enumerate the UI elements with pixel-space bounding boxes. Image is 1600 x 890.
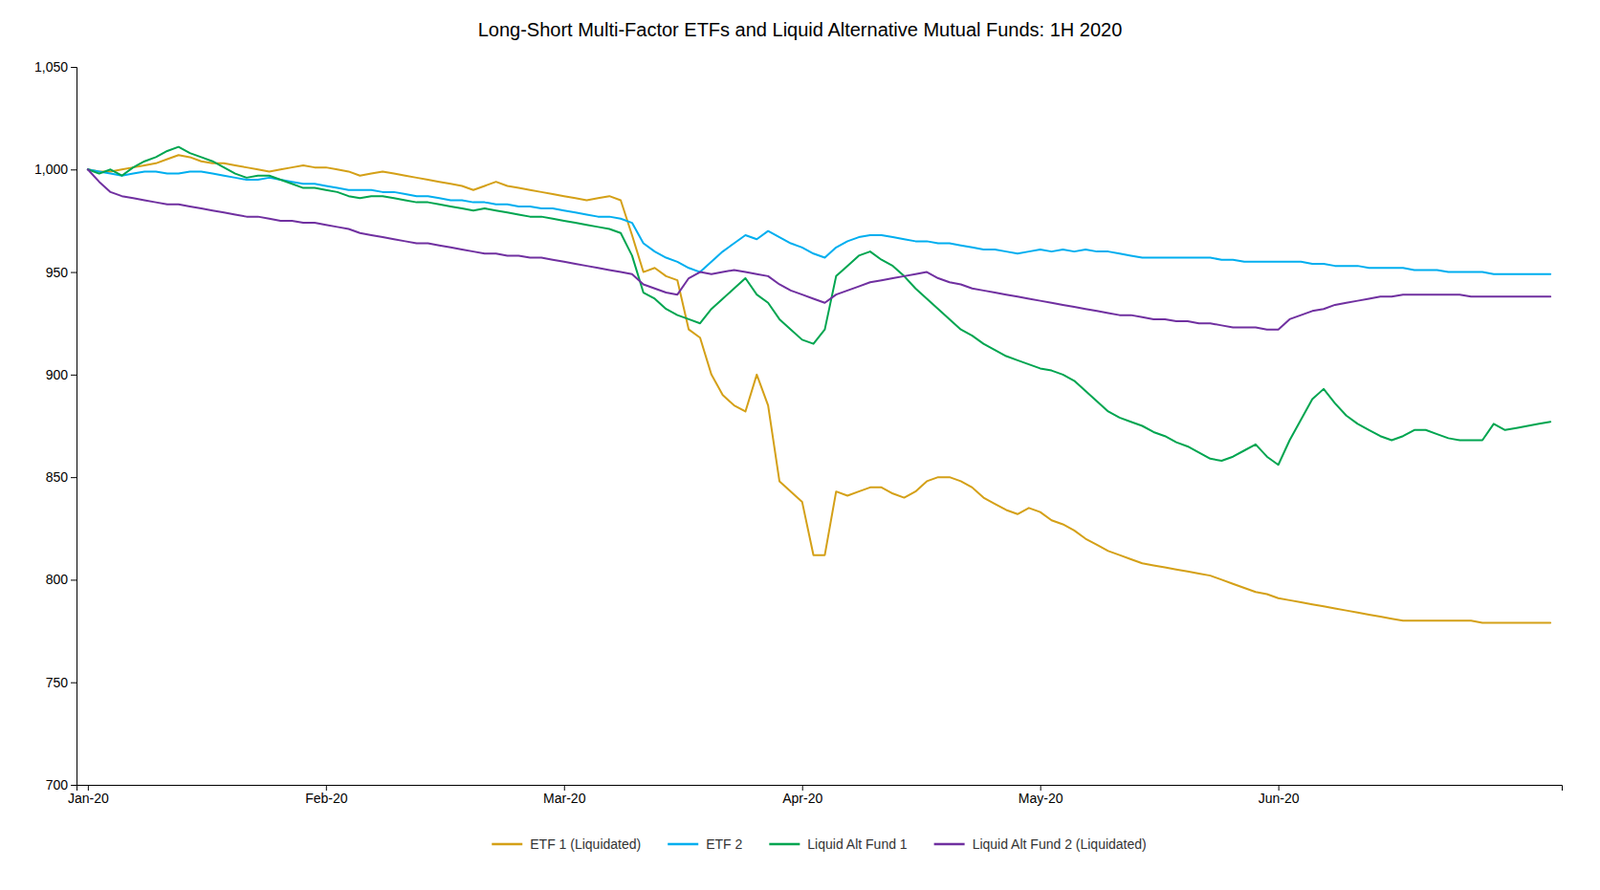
legend-swatch xyxy=(491,843,523,847)
legend-item: ETF 1 (Liquidated) xyxy=(491,836,641,853)
lines xyxy=(87,147,1551,624)
y-tick-mark xyxy=(70,66,77,68)
x-tick: Apr-20 xyxy=(782,785,823,807)
legend: ETF 1 (Liquidated) ETF 2 Liquid Alt Fund 1… xyxy=(491,836,1147,853)
y-tick-mark xyxy=(70,682,77,684)
x-tick-label: Mar-20 xyxy=(543,790,587,807)
y-tick-label: 700 xyxy=(45,777,69,793)
legend-swatch xyxy=(768,843,800,847)
y-tick-label: 850 xyxy=(45,469,69,485)
x-tick-label: May-20 xyxy=(1018,790,1064,807)
x-tick-label: Jun-20 xyxy=(1258,790,1300,807)
y-tick-mark xyxy=(70,579,77,581)
legend-label: Liquid Alt Fund 1 xyxy=(807,836,908,853)
y-tick-mark xyxy=(70,374,77,376)
title: Long-Short Multi-Factor ETFs and Liquid … xyxy=(478,19,1123,41)
y-tick-label: 1,000 xyxy=(34,161,68,177)
y-tick: 700 xyxy=(45,777,77,793)
y-tick: 1,050 xyxy=(34,59,77,75)
x-tick: Jun-20 xyxy=(1258,785,1300,807)
y-tick-label: 1,050 xyxy=(34,59,68,75)
x-tick-label: Apr-20 xyxy=(782,790,823,807)
x-tick: May-20 xyxy=(1018,785,1064,807)
y-tick: 850 xyxy=(45,469,77,485)
x-tick: Feb-20 xyxy=(305,785,349,807)
y-tick-mark xyxy=(70,477,77,479)
series-line xyxy=(87,169,1551,274)
legend-label: ETF 2 xyxy=(705,836,743,853)
series-line xyxy=(87,169,1551,329)
legend-swatch xyxy=(934,843,965,847)
y-axis-line xyxy=(70,67,78,787)
y-tick-label: 750 xyxy=(45,675,69,691)
y-tick-mark xyxy=(70,169,77,171)
y-tick: 800 xyxy=(45,571,77,588)
x-axis: Jan-20 Feb-20 Mar-20 Apr-20 May-20 Jun-20 xyxy=(67,785,1563,807)
y-tick-label: 950 xyxy=(45,264,69,281)
legend-item: ETF 2 xyxy=(667,836,743,853)
plot: Jan-20Feb-20Mar-20Apr-20May-20Jun-207007… xyxy=(34,59,1563,807)
y-tick: 900 xyxy=(45,367,77,383)
legend-item: Liquid Alt Fund 1 xyxy=(768,836,908,853)
x-tick: Mar-20 xyxy=(543,785,587,807)
y-tick: 950 xyxy=(45,264,77,281)
legend-item: Liquid Alt Fund 2 (Liquidated) xyxy=(934,836,1147,853)
y-tick: 1,000 xyxy=(34,161,77,177)
x-tick: Jan-20 xyxy=(67,785,110,807)
x-tick-label: Feb-20 xyxy=(305,790,349,807)
legend-label: ETF 1 (Liquidated) xyxy=(529,836,641,853)
y-tick-label: 900 xyxy=(45,367,69,383)
y-tick: 750 xyxy=(45,675,77,691)
y-tick-mark xyxy=(70,272,77,274)
y-tick-mark xyxy=(70,785,77,787)
chart: Long-Short Multi-Factor ETFs and Liquid … xyxy=(0,0,1600,890)
x-tick-label: Jan-20 xyxy=(67,790,110,807)
legend-label: Liquid Alt Fund 2 (Liquidated) xyxy=(972,836,1147,853)
y-axis: 700 750 800 850 900 950 1,000 1,050 xyxy=(34,59,78,793)
series-line xyxy=(87,147,1551,466)
legend-swatch xyxy=(667,843,699,847)
y-tick-label: 800 xyxy=(45,571,69,588)
series-line xyxy=(87,154,1551,623)
